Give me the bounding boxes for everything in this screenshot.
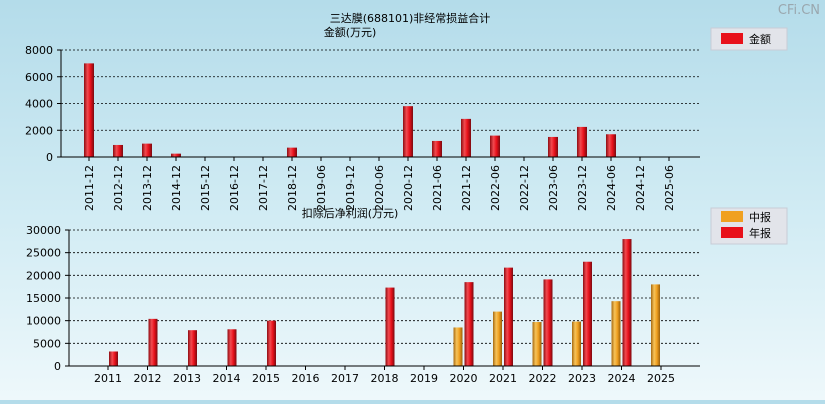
chart-1-ytick-label: 6000 [25, 71, 53, 84]
chart-2-xtick-label: 2018 [371, 372, 399, 385]
chart-1-ytick-label: 4000 [25, 98, 53, 111]
chart-1-xtick-label: 2024-12 [634, 165, 647, 211]
chart-1-ytick-label: 2000 [25, 124, 53, 137]
chart-2-xtick-label: 2011 [94, 372, 122, 385]
bar-annual-2012 [148, 318, 158, 366]
bar-interim-2022 [532, 322, 542, 366]
chart-1-title: 三达膜(688101)非经常损益合计 [330, 11, 491, 25]
chart-2-xtick-label: 2024 [608, 372, 636, 385]
chart-2-ytick-label: 25000 [26, 247, 61, 260]
bar-annual-2018 [385, 287, 395, 366]
chart-1-xtick-label: 2014-12 [170, 165, 183, 211]
chart-1-xtick-label: 2023-06 [547, 165, 560, 211]
bar-annual-2023 [583, 261, 592, 366]
chart-1-xtick-label: 2011-12 [83, 165, 96, 211]
chart-1-xtick-label: 2019-06 [315, 165, 328, 211]
chart-2-ytick-label: 10000 [26, 315, 61, 328]
bar-annual-2022 [543, 279, 553, 366]
chart-2-ytick-label: 20000 [26, 269, 61, 282]
bar-interim-2021 [493, 311, 502, 366]
bar-amount-2021-06 [432, 140, 442, 157]
chart-2-xtick-label: 2019 [410, 372, 438, 385]
chart-2-ytick-label: 15000 [26, 292, 61, 305]
bar-interim-2024 [611, 301, 621, 366]
chart-1-ytick-label: 0 [46, 151, 53, 164]
chart-1-xtick-label: 2020-12 [402, 165, 415, 211]
chart-2-xtick-label: 2017 [331, 372, 359, 385]
bar-amount-2021-12 [461, 118, 471, 157]
bar-amount-2022-06 [490, 135, 500, 157]
chart-2-title: 扣除后净利润(万元) [302, 206, 399, 220]
chart-1-xtick-label: 2022-12 [518, 165, 531, 211]
chart-1-xtick-label: 2012-12 [112, 165, 125, 211]
bar-amount-2011-12 [84, 63, 94, 157]
chart-1-xtick-label: 2025-06 [663, 165, 676, 211]
chart-1: 三达膜(688101)非经常损益合计 金额(万元) 0 2000 4000 6000 8… [25, 11, 788, 211]
bar-interim-2020 [453, 327, 463, 366]
legend-label-annual: 年报 [749, 226, 771, 240]
chart-1-xtick-label: 2013-12 [141, 165, 154, 211]
bar-annual-2024 [622, 239, 632, 366]
legend-label-interim: 中报 [749, 210, 771, 224]
bar-amount-2023-12 [577, 126, 587, 157]
chart-1-legend: 金额 [710, 27, 788, 51]
chart-1-xtick-label: 2019-12 [344, 165, 357, 211]
chart-2-ytick-label: 0 [54, 360, 61, 373]
legend-swatch-annual [721, 227, 743, 238]
chart-1-xtick-label: 2021-06 [431, 165, 444, 211]
chart-2-xtick-label: 2012 [134, 372, 162, 385]
bar-amount-2013-12 [142, 143, 152, 157]
chart-2-ytick-label: 30000 [26, 224, 61, 237]
chart-1-xtick-label: 2018-12 [286, 165, 299, 211]
chart-2-xtick-label: 2025 [647, 372, 675, 385]
chart-1-xtick-label: 2017-12 [257, 165, 270, 211]
chart-1-xtick-label: 2016-12 [228, 165, 241, 211]
bar-amount-2024-06 [606, 134, 616, 157]
bar-amount-2020-12 [403, 106, 413, 157]
legend-swatch-amount [721, 33, 743, 44]
chart-2-xtick-label: 2013 [173, 372, 201, 385]
chart-1-xtick-label: 2015-12 [199, 165, 212, 211]
bar-annual-2014 [227, 329, 237, 366]
bar-amount-2023-06 [548, 136, 558, 157]
chart-1-xtick-label: 2024-06 [605, 165, 618, 211]
bar-interim-2025 [651, 284, 660, 366]
chart-2-legend: 中报 年报 [710, 207, 788, 245]
chart-2-xtick-label: 2016 [292, 372, 320, 385]
chart-1-ytick-label: 8000 [25, 44, 53, 57]
watermark: CFi.CN [778, 3, 820, 18]
chart-2-xtick-label: 2022 [529, 372, 557, 385]
chart-2-xtick-label: 2023 [568, 372, 596, 385]
bar-annual-2020 [464, 282, 474, 366]
bar-amount-2014-12 [171, 153, 181, 157]
chart-1-xtick-label: 2021-12 [460, 165, 473, 211]
legend-swatch-interim [721, 211, 743, 222]
bar-amount-2018-12 [287, 147, 297, 157]
bar-annual-2015 [267, 320, 276, 366]
bar-interim-2023 [572, 321, 581, 366]
chart-2-xtick-label: 2021 [489, 372, 517, 385]
chart-1-xtick-label: 2022-06 [489, 165, 502, 211]
bar-annual-2013 [188, 330, 197, 366]
chart-2-xtick-label: 2020 [450, 372, 478, 385]
chart-2: 扣除后净利润(万元) 0 5000 10000 15000 20000 25000 3000… [26, 206, 788, 385]
bar-annual-2011 [109, 351, 118, 366]
legend-label-amount: 金额 [749, 32, 771, 46]
chart-1-xtick-label: 2023-12 [576, 165, 589, 211]
bar-amount-2012-12 [113, 144, 123, 157]
chart-1-xtick-label: 2020-06 [373, 165, 386, 211]
chart-1-ylabel: 金额(万元) [324, 25, 377, 39]
chart-2-xtick-label: 2015 [252, 372, 280, 385]
bar-annual-2021 [504, 267, 513, 366]
chart-2-ytick-label: 5000 [33, 337, 61, 350]
chart-2-xtick-label: 2014 [213, 372, 241, 385]
